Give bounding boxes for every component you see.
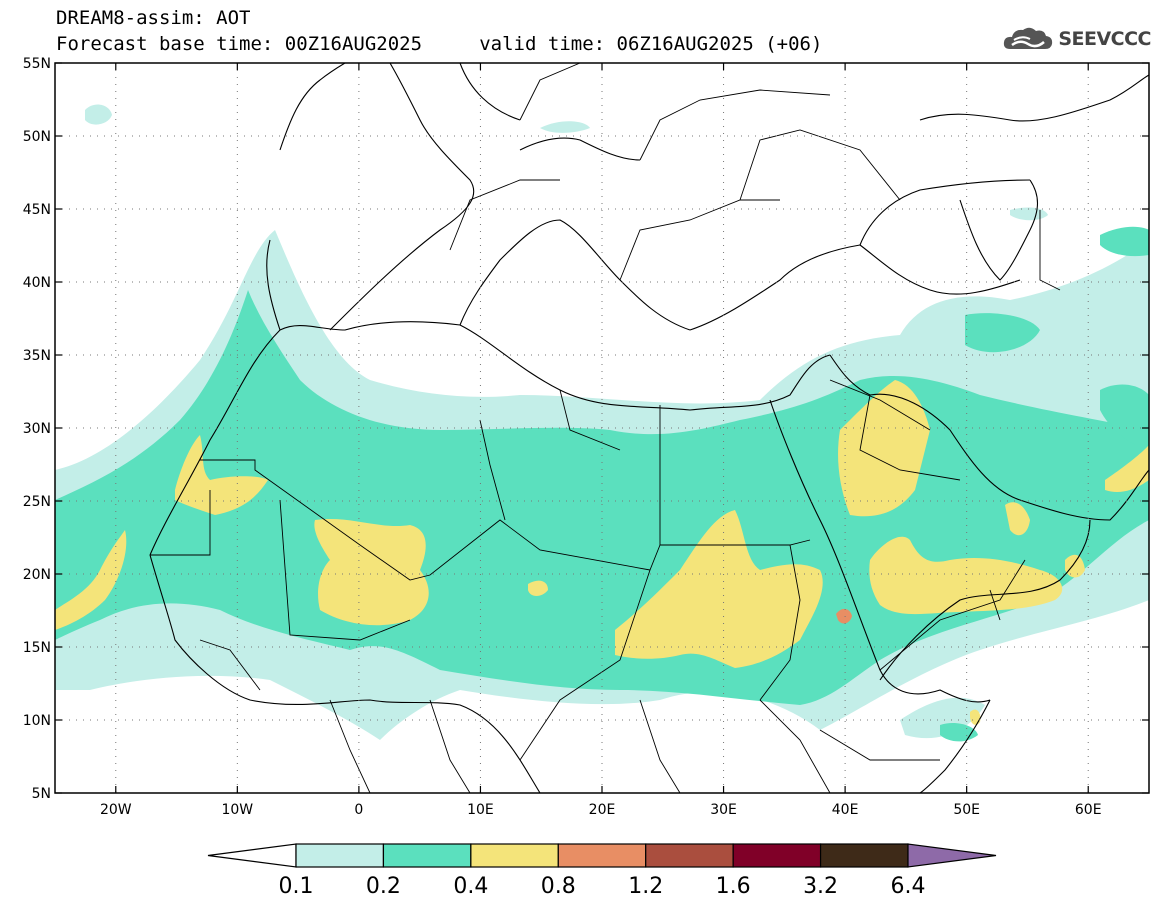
- forecast-time-line: Forecast base time: 00Z16AUG2025 valid t…: [56, 33, 823, 55]
- lat-tick-label: 20N: [23, 567, 51, 583]
- lat-tick-label: 55N: [23, 56, 51, 72]
- lon-tick-label: 10E: [467, 802, 494, 818]
- lat-tick-label: 25N: [23, 494, 51, 510]
- coastlines: [149, 63, 1149, 793]
- map-title: DREAM8-assim: AOT: [56, 7, 251, 29]
- lon-tick-label: 20W: [100, 802, 132, 818]
- lat-tick-label: 5N: [32, 786, 51, 802]
- lat-tick-label: 30N: [23, 421, 51, 437]
- logo-text: SEEVCCC: [1058, 28, 1151, 50]
- lat-tick-label: 10N: [23, 713, 51, 729]
- lat-tick-label: 50N: [23, 129, 51, 145]
- lat-tick-label: 40N: [23, 275, 51, 291]
- cloud-icon: [1004, 27, 1053, 49]
- seevccc-logo: SEEVCCC: [1002, 24, 1151, 54]
- lon-tick-label: 10W: [221, 802, 253, 818]
- lon-tick-label: 30E: [710, 802, 737, 818]
- lat-tick-label: 45N: [23, 202, 51, 218]
- lon-tick-label: 20E: [589, 802, 616, 818]
- lat-tick-label: 35N: [23, 348, 51, 364]
- aot-level-0.4: [55, 380, 1149, 725]
- country-borders: [150, 63, 1061, 793]
- lon-tick-label: 40E: [832, 802, 859, 818]
- lon-tick-label: 0: [354, 802, 363, 818]
- tick-marks: [55, 62, 1149, 794]
- tick-labels: 20W 10W 0 10E 20E 30E 40E 50E 60E 55N 50N 45N 40N 35N…: [23, 56, 1102, 818]
- lat-tick-label: 15N: [23, 640, 51, 656]
- lon-tick-label: 50E: [953, 802, 980, 818]
- lon-tick-label: 60E: [1075, 802, 1102, 818]
- aot-level-0.8: [836, 608, 852, 624]
